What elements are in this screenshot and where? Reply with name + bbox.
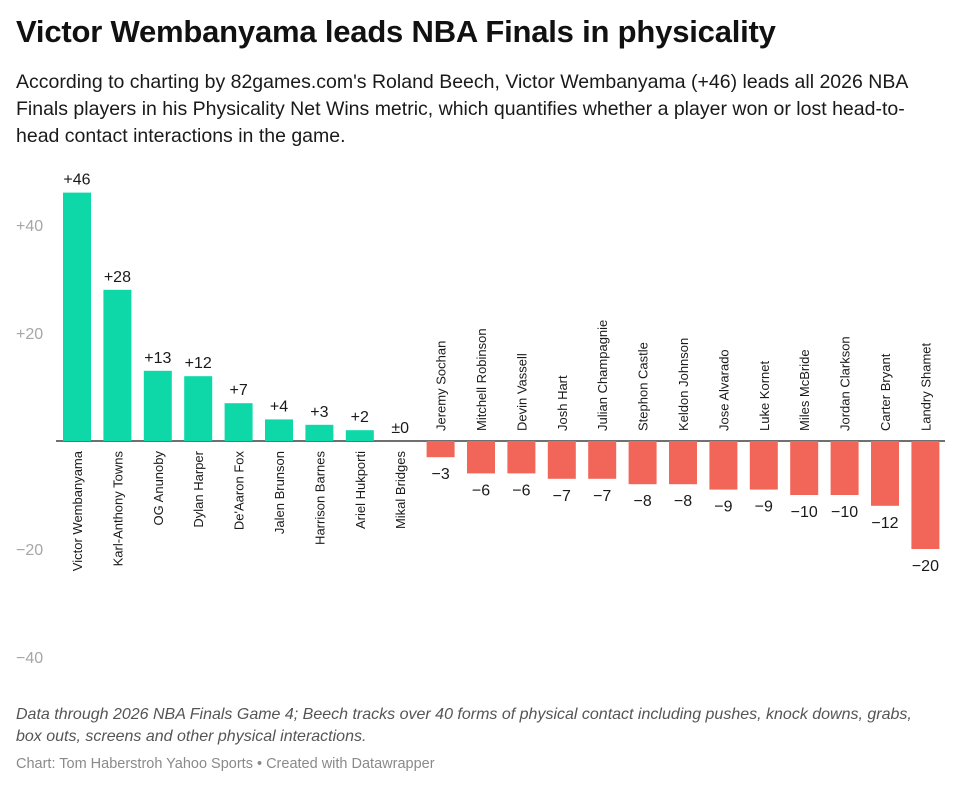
- value-label: +12: [185, 355, 212, 372]
- category-label: Jeremy Sochan: [434, 341, 449, 431]
- bar: [224, 403, 253, 441]
- category-label: Jose Alvarado: [716, 349, 731, 431]
- bar: [709, 441, 738, 490]
- category-label: Carter Bryant: [878, 353, 893, 431]
- chart-notes: Data through 2026 NBA Finals Game 4; Bee…: [16, 706, 912, 745]
- value-label: −12: [871, 515, 898, 532]
- bar: [305, 424, 334, 441]
- value-label: +2: [351, 409, 369, 426]
- category-label: Dylan Harper: [191, 450, 206, 527]
- category-label: Mitchell Robinson: [474, 328, 489, 431]
- bar: [830, 441, 859, 495]
- bar: [669, 441, 697, 485]
- value-label: +46: [63, 172, 90, 189]
- category-label: De'Aaron Fox: [232, 451, 247, 531]
- category-label: Stephon Castle: [636, 342, 651, 431]
- bar: [507, 441, 536, 474]
- category-label: Devin Vassell: [514, 353, 529, 431]
- category-label: Landry Shamet: [918, 342, 933, 431]
- bar-chart: +40 +20 −20 −40 +46 Victor Wembanyama +28 Karl-…: [16, 172, 945, 667]
- bar: [103, 289, 132, 441]
- category-label: Josh Hart: [555, 375, 570, 431]
- category-label: OG Anunoby: [151, 451, 166, 526]
- category-label: Harrison Barnes: [312, 451, 327, 545]
- value-label: −6: [472, 482, 490, 499]
- category-label: Luke Kornet: [757, 361, 772, 431]
- bar: [628, 441, 657, 485]
- chart-subtitle: According to charting by 82games.com's R…: [16, 71, 908, 147]
- category-label: Jalen Brunson: [272, 451, 287, 534]
- category-label: Ariel Hukporti: [353, 451, 368, 529]
- value-label: −8: [633, 493, 651, 510]
- category-label: Keldon Johnson: [676, 338, 691, 431]
- category-label: Jordan Clarkson: [838, 336, 853, 431]
- bar: [911, 441, 940, 549]
- value-label: +4: [270, 398, 288, 415]
- value-label: −3: [431, 466, 449, 483]
- chart-source: Chart: Tom Haberstroh Yahoo Sports • Cre…: [16, 756, 435, 772]
- y-tick-label: −40: [16, 650, 43, 667]
- category-label: Victor Wembanyama: [70, 450, 85, 571]
- value-label: −7: [593, 488, 611, 505]
- bar: [588, 441, 617, 479]
- bar: [871, 441, 899, 506]
- value-label: −8: [674, 493, 692, 510]
- bar: [184, 376, 213, 441]
- y-tick-label: −20: [16, 542, 43, 559]
- bar: [547, 441, 576, 479]
- value-label: ±0: [391, 420, 409, 437]
- bar: [426, 441, 455, 458]
- category-label: Karl-Anthony Towns: [110, 451, 125, 567]
- bar: [467, 441, 495, 474]
- bar: [790, 441, 819, 495]
- category-label: Mikal Bridges: [393, 451, 408, 530]
- bar: [265, 419, 293, 441]
- value-label: −10: [791, 504, 818, 521]
- value-label: −9: [755, 499, 773, 516]
- value-label: −6: [512, 482, 530, 499]
- bar: [749, 441, 778, 490]
- category-label: Julian Champagnie: [595, 320, 610, 431]
- bar: [345, 430, 374, 441]
- value-label: −7: [553, 488, 571, 505]
- chart-title: Victor Wembanyama leads NBA Finals in ph…: [16, 14, 776, 49]
- bar: [143, 370, 172, 441]
- bar: [63, 192, 91, 441]
- value-label: +7: [229, 382, 247, 399]
- category-label: Miles McBride: [797, 349, 812, 431]
- y-tick-label: +20: [16, 326, 43, 343]
- y-tick-label: +40: [16, 218, 43, 235]
- value-label: −9: [714, 499, 732, 516]
- value-label: +13: [144, 350, 171, 367]
- value-label: −20: [912, 558, 939, 575]
- value-label: −10: [831, 504, 858, 521]
- value-label: +28: [104, 269, 131, 286]
- value-label: +3: [310, 404, 328, 421]
